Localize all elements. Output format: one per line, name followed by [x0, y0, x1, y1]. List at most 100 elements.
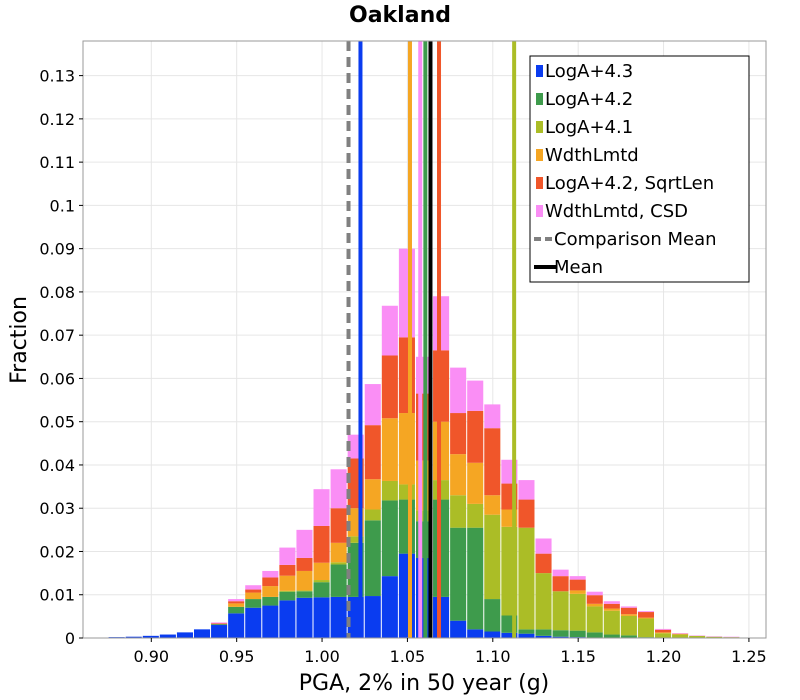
bar-segment [620, 607, 637, 615]
bar-segment [381, 418, 398, 481]
bar-segment [330, 508, 347, 543]
bar-segment [228, 603, 245, 607]
bar-segment [518, 629, 535, 634]
bar-segment [176, 632, 193, 638]
y-axis-label: Fraction [7, 296, 32, 384]
bar-segment [228, 613, 245, 638]
x-tick-label: 0.90 [133, 647, 169, 666]
bar-segment [706, 636, 723, 638]
bar-segment [398, 248, 415, 338]
bar-segment [245, 589, 262, 593]
bar-segment [450, 367, 467, 414]
bar-segment [433, 596, 450, 638]
bar-segment [620, 615, 637, 636]
bar-segment [655, 629, 672, 633]
bar-segment [586, 595, 603, 604]
bar-segment [535, 629, 552, 636]
bar-segment [603, 610, 620, 635]
bar-segment [279, 575, 296, 591]
bar-segment [484, 631, 501, 638]
bar-segment [211, 623, 228, 625]
bar-segment [125, 636, 142, 638]
y-tick-label: 0.03 [39, 499, 75, 518]
bar-segment [450, 527, 467, 621]
bar-segment [484, 514, 501, 600]
bar-segment [552, 569, 569, 577]
bar-segment [655, 632, 672, 634]
bar-segment [398, 499, 415, 554]
bar-segment [689, 635, 706, 638]
y-tick-label: 0.13 [39, 67, 75, 86]
legend-swatch [536, 65, 543, 77]
bar-segment [433, 350, 450, 422]
bar-segment [484, 428, 501, 496]
bar-segment [211, 625, 228, 638]
bar-segment [484, 404, 501, 429]
y-tick-label: 0 [65, 629, 75, 648]
legend-box [529, 55, 750, 283]
x-tick-label: 0.95 [219, 647, 255, 666]
x-tick-label: 1.25 [731, 647, 767, 666]
bar-segment [569, 630, 586, 638]
bar-segment [330, 562, 347, 565]
y-tick-label: 0.1 [50, 196, 75, 215]
bar-segment [655, 633, 672, 638]
y-tick-label: 0.06 [39, 369, 75, 388]
bar-segment [569, 590, 586, 594]
bar-segment [637, 618, 655, 638]
bar-segment [381, 305, 398, 356]
bar-segment [245, 607, 262, 638]
bar-segment [228, 601, 245, 604]
bar-segment [433, 499, 450, 597]
bar-segment [142, 635, 159, 638]
bar-segment [586, 591, 603, 596]
bar-segment [364, 509, 381, 521]
bar-segment [381, 576, 398, 638]
bar-segment [518, 499, 535, 528]
bar-segment [245, 585, 262, 590]
bar-segment [467, 503, 484, 528]
legend: LogA+4.3 LogA+4.2 LogA+4.1 WdthLmtd LogA+4.2… [529, 55, 750, 283]
bar-segment [655, 628, 672, 630]
bar-segment [586, 603, 603, 607]
bar-segment [245, 599, 262, 608]
bar-segment [484, 599, 501, 632]
bar-segment [279, 564, 296, 576]
bar-segment [586, 632, 603, 638]
bar-segment [637, 611, 655, 613]
bar-segment [211, 624, 228, 626]
bar-segment [603, 601, 620, 604]
bar-segment [313, 582, 330, 598]
bar-segment [535, 573, 552, 630]
bar-segment [330, 596, 347, 638]
legend-label: LogA+4.2, SqrtLen [545, 173, 714, 194]
legend-swatch [536, 177, 543, 189]
bar-segment [535, 538, 552, 554]
legend-swatch [536, 205, 543, 217]
y-tick-label: 0.04 [39, 456, 75, 475]
y-tick-label: 0.05 [39, 413, 75, 432]
bar-segment [296, 597, 313, 638]
bar-segment [518, 480, 535, 500]
bar-segment [296, 591, 313, 598]
bar-segment [569, 579, 586, 591]
bar-segment [467, 527, 484, 630]
bar-segment [313, 562, 330, 581]
legend-label: WdthLmtd, CSD [545, 201, 688, 222]
bar-segment [313, 597, 330, 638]
bar-segment [364, 520, 381, 597]
bar-segment [262, 577, 279, 587]
y-tick-label: 0.09 [39, 240, 75, 259]
bar-segment [364, 479, 381, 510]
y-tick-label: 0.01 [39, 586, 75, 605]
bar-segment [603, 608, 620, 611]
bar-segment [620, 635, 637, 638]
mean-lines [346, 41, 517, 638]
bar-segment [450, 454, 467, 496]
bar-segment [433, 296, 450, 351]
legend-label: LogA+4.2 [545, 89, 633, 110]
bar-segment [296, 570, 313, 591]
bar-segment [603, 634, 620, 638]
